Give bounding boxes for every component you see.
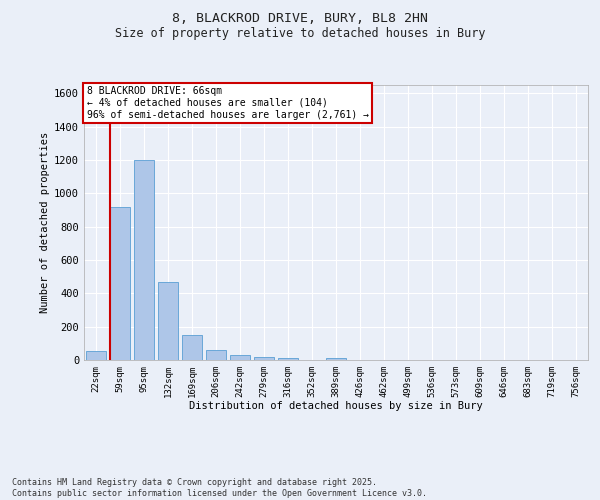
Bar [206,350,226,360]
Bar [158,282,178,360]
Bar [86,351,106,360]
Bar [110,206,130,360]
Bar [134,160,154,360]
Bar [182,335,202,360]
Bar [326,358,346,360]
X-axis label: Distribution of detached houses by size in Bury: Distribution of detached houses by size … [189,402,483,411]
Bar [230,354,250,360]
Text: 8, BLACKROD DRIVE, BURY, BL8 2HN: 8, BLACKROD DRIVE, BURY, BL8 2HN [172,12,428,26]
Bar [254,357,274,360]
Y-axis label: Number of detached properties: Number of detached properties [40,132,50,313]
Text: Contains HM Land Registry data © Crown copyright and database right 2025.
Contai: Contains HM Land Registry data © Crown c… [12,478,427,498]
Text: Size of property relative to detached houses in Bury: Size of property relative to detached ho… [115,28,485,40]
Bar [278,358,298,360]
Text: 8 BLACKROD DRIVE: 66sqm
← 4% of detached houses are smaller (104)
96% of semi-de: 8 BLACKROD DRIVE: 66sqm ← 4% of detached… [86,86,368,120]
